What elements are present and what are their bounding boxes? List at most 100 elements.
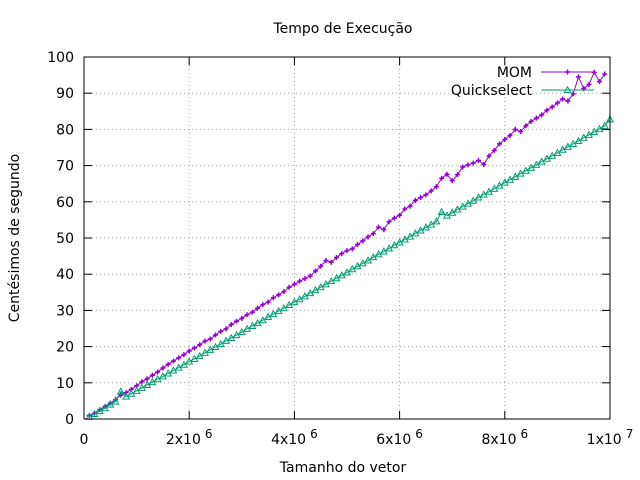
y-tick-label: 50 [56, 231, 74, 247]
data-point-mom [502, 137, 508, 143]
data-point-quickselect [111, 397, 120, 405]
data-point-mom [333, 255, 339, 261]
data-point-mom [428, 188, 434, 194]
data-point-mom [307, 273, 313, 279]
chart-title: Tempo de Execução [272, 21, 412, 37]
data-point-mom [549, 104, 555, 110]
data-point-mom [423, 192, 429, 198]
x-tick-label: 2x10 6 [166, 427, 213, 448]
data-point-mom [518, 129, 524, 135]
data-point-mom [418, 194, 424, 200]
x-axis-label: Tamanho do vetor [279, 460, 407, 476]
legend: MOM Quickselect [451, 65, 594, 99]
data-point-mom [323, 257, 329, 263]
legend-marker-quickselect [563, 85, 572, 94]
x-tick-label: 8x10 6 [481, 427, 528, 448]
series-mom [86, 69, 608, 418]
data-point-quickselect [100, 403, 110, 412]
data-point-mom [302, 276, 308, 282]
y-tick-label: 10 [56, 376, 74, 392]
data-point-mom [560, 96, 566, 102]
data-point-mom [344, 248, 350, 254]
data-point-mom [155, 369, 161, 375]
data-point-quickselect [116, 387, 125, 395]
data-point-mom [281, 289, 287, 295]
data-point-mom [349, 246, 355, 252]
data-point-mom [207, 336, 213, 342]
data-point-mom [186, 348, 192, 354]
y-tick-labels: 0 10 20 30 40 50 60 70 80 90 100 [47, 50, 74, 428]
data-point-mom [234, 318, 240, 324]
data-point-mom [270, 295, 276, 301]
data-point-mom [497, 141, 503, 147]
y-tick-label: 20 [56, 340, 74, 356]
data-point-mom [370, 231, 376, 237]
data-point-mom [191, 345, 197, 351]
data-point-mom [255, 305, 261, 311]
data-point-mom [291, 281, 297, 287]
data-point-mom [376, 224, 382, 230]
x-tick-labels: 0 2x10 6 4x10 6 6x10 6 8x10 6 1x10 7 [80, 427, 634, 448]
y-tick-label: 90 [56, 86, 74, 102]
data-point-mom [181, 352, 187, 358]
data-point-mom [407, 203, 413, 209]
data-point-mom [481, 162, 487, 168]
data-point-mom [328, 259, 334, 265]
data-point-mom [402, 206, 408, 212]
y-tick-label: 100 [47, 50, 74, 66]
legend-label-mom: MOM [497, 65, 532, 81]
legend-label-quickselect: Quickselect [451, 83, 533, 99]
data-point-mom [412, 197, 418, 203]
y-tick-label: 70 [56, 159, 74, 175]
grid [84, 57, 610, 419]
data-point-mom [149, 372, 155, 378]
data-point-mom [554, 100, 560, 106]
data-point-mom [365, 234, 371, 240]
data-point-mom [223, 326, 229, 332]
series-quickselect [85, 115, 615, 420]
data-point-mom [244, 312, 250, 318]
data-point-mom [575, 74, 581, 80]
data-point-mom [444, 171, 450, 177]
data-point-mom [276, 292, 282, 298]
data-point-mom [165, 361, 171, 367]
data-point-mom [465, 162, 471, 168]
data-point-quickselect [432, 217, 441, 225]
data-point-mom [391, 215, 397, 221]
data-point-mom [297, 278, 303, 284]
data-point-mom [239, 315, 245, 321]
data-point-mom [360, 238, 366, 244]
series-layer [85, 69, 615, 420]
data-point-mom [512, 126, 518, 132]
data-point-mom [386, 219, 392, 225]
y-axis-label: Centésimos de segundo [7, 154, 23, 322]
data-point-mom [176, 355, 182, 361]
data-point-mom [265, 299, 271, 305]
data-point-mom [586, 82, 592, 88]
data-point-mom [355, 242, 361, 248]
y-tick-label: 30 [56, 303, 74, 319]
data-point-quickselect [185, 357, 194, 365]
data-point-mom [486, 153, 492, 159]
data-point-mom [544, 107, 550, 113]
y-tick-label: 60 [56, 195, 74, 211]
data-point-quickselect [437, 207, 446, 215]
data-point-mom [433, 184, 439, 190]
x-tick-label: 0 [80, 432, 89, 448]
data-point-mom [260, 302, 266, 308]
data-point-mom [528, 118, 534, 124]
data-point-mom [318, 263, 324, 269]
data-point-mom [491, 147, 497, 153]
y-tick-label: 40 [56, 267, 74, 283]
data-point-mom [397, 212, 403, 218]
data-point-mom [286, 284, 292, 290]
data-point-mom [470, 160, 476, 166]
y-tick-label: 0 [65, 412, 74, 428]
legend-line-quickselect [541, 85, 594, 94]
data-point-mom [476, 158, 481, 164]
data-point-mom [539, 112, 545, 118]
data-point-mom [533, 115, 539, 121]
data-point-mom [570, 91, 576, 97]
data-point-mom [139, 379, 145, 385]
data-point-mom [160, 365, 166, 371]
